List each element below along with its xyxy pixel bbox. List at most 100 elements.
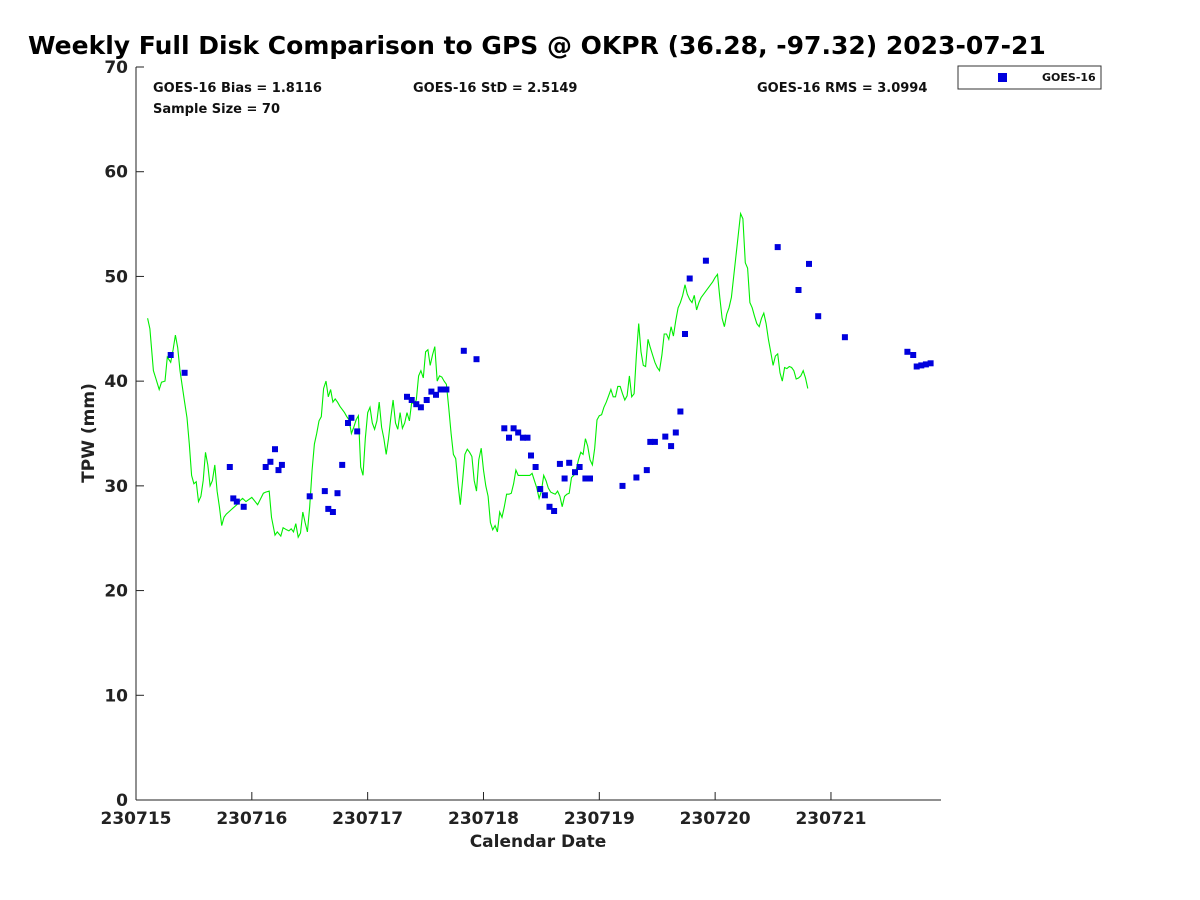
goes16-point [528, 452, 534, 459]
goes16-point [329, 509, 336, 515]
goes16-point [334, 490, 341, 497]
goes16-point [272, 446, 278, 453]
goes16-point [927, 360, 934, 367]
goes16-point [806, 260, 812, 267]
goes16-point [532, 464, 539, 470]
goes16-point [647, 438, 654, 445]
goes16-point [275, 467, 282, 474]
goes16-point [651, 438, 658, 445]
goes16-point [306, 493, 313, 500]
goes16-point [428, 388, 435, 395]
goes16-point [262, 464, 269, 470]
stat-bias: GOES-16 Bias = 1.8116 [153, 81, 322, 96]
goes16-point [918, 362, 925, 369]
y-tick-label: 60 [104, 163, 128, 183]
goes16-point [460, 347, 467, 354]
goes16-point [537, 486, 544, 492]
goes16-point [682, 331, 688, 337]
goes16-point [619, 482, 626, 489]
goes16-point [633, 474, 640, 481]
goes16-point [423, 397, 430, 403]
goes16-point [913, 363, 920, 370]
goes16-point [672, 429, 679, 436]
goes16-point [321, 488, 328, 495]
goes16-point [408, 397, 415, 403]
goes16-point [904, 348, 911, 355]
y-tick-label: 10 [104, 686, 128, 706]
goes16-point [561, 475, 568, 482]
goes16-point [233, 498, 240, 505]
goes16-point [348, 414, 355, 421]
y-tick-group: 0 10 20 30 40 50 60 70 [104, 58, 144, 811]
x-tick-label: 230720 [680, 809, 751, 829]
goes16-point [524, 434, 531, 441]
stat-rms: GOES-16 RMS = 3.0994 [757, 81, 927, 96]
goes16-point [519, 434, 526, 441]
goes16-point [910, 352, 917, 358]
goes16-point [437, 386, 444, 393]
goes16-point [510, 425, 517, 432]
goes16-point [278, 461, 285, 468]
goes16-series-group [167, 244, 934, 515]
goes16-point [181, 369, 188, 376]
goes16-point [662, 433, 669, 440]
goes16-point [556, 460, 563, 467]
x-axis-label: Calendar Date [470, 832, 607, 852]
legend-label-goes16: GOES-16 [1042, 71, 1096, 84]
goes16-point [582, 475, 589, 482]
goes16-point [433, 391, 439, 398]
y-tick-label: 50 [104, 267, 128, 287]
gps-tpw-line [147, 211, 809, 539]
x-tick-group: 230715 230716 230717 230718 230719 230720 2307… [101, 792, 866, 829]
goes16-point [417, 404, 424, 411]
y-tick-label: 70 [104, 58, 128, 78]
gps-series-group [147, 211, 809, 539]
goes16-point [576, 464, 583, 470]
goes16-point [167, 352, 174, 358]
y-axis-label: TPW (mm) [79, 383, 99, 483]
goes16-point [566, 459, 573, 466]
goes16-point [413, 401, 420, 408]
goes16-point [587, 475, 593, 482]
goes16-point [325, 505, 332, 512]
goes16-point [551, 508, 558, 514]
y-tick-label: 0 [116, 791, 128, 811]
goes16-point [572, 469, 578, 476]
legend-marker-goes16 [998, 73, 1007, 82]
goes16-point [677, 408, 684, 415]
goes16-point [541, 492, 548, 499]
goes16-point [354, 428, 361, 435]
goes16-point [473, 356, 480, 363]
x-tick-label: 230716 [216, 809, 287, 829]
goes16-point [686, 275, 693, 282]
chart-title: Weekly Full Disk Comparison to GPS @ OKP… [28, 31, 1046, 60]
y-tick-label: 40 [104, 372, 128, 392]
x-tick-label: 230718 [448, 809, 519, 829]
goes16-point [643, 467, 650, 474]
plot-area [135, 67, 941, 801]
goes16-point [345, 420, 351, 426]
goes16-point [230, 495, 237, 502]
x-tick-label: 230715 [101, 809, 172, 829]
goes16-point [546, 503, 553, 510]
y-tick-label: 30 [104, 477, 128, 497]
y-tick-label: 20 [104, 582, 128, 602]
goes16-point [404, 393, 410, 400]
goes16-point [506, 434, 512, 441]
goes16-point [841, 334, 848, 341]
goes16-point [774, 244, 781, 251]
goes16-point [702, 257, 709, 264]
goes16-point [795, 287, 802, 293]
stat-sample-size: Sample Size = 70 [153, 102, 280, 117]
goes16-point [443, 386, 450, 393]
x-tick-label: 230717 [332, 809, 403, 829]
goes16-point [240, 503, 247, 510]
goes16-point [267, 458, 274, 465]
goes16-point [668, 443, 675, 450]
goes16-point [815, 313, 822, 320]
goes16-point [922, 361, 929, 368]
goes16-point [501, 425, 508, 432]
x-tick-label: 230721 [795, 809, 866, 829]
stat-std: GOES-16 StD = 2.5149 [413, 81, 577, 96]
